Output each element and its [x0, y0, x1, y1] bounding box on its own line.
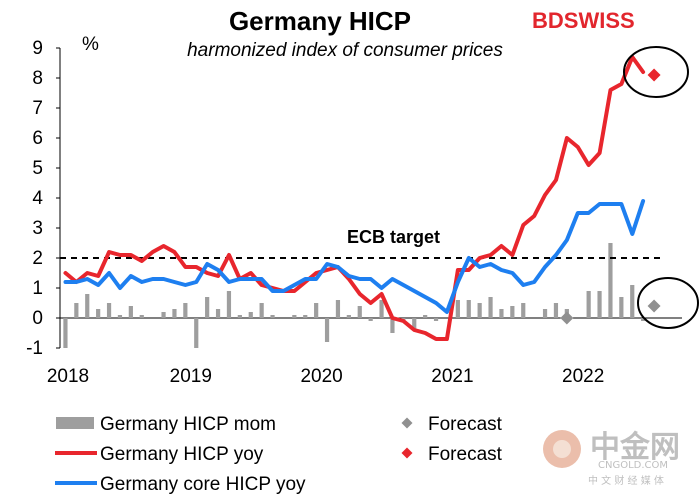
y-tick-label: 3: [32, 218, 43, 239]
legend: Germany HICP mom Germany HICP yoy Germany …: [55, 414, 503, 495]
bar-hicp-mom: [314, 303, 319, 318]
bar-hicp-mom: [390, 318, 395, 333]
cngold-watermark: 中金网 CNGOLD.COM 中 文 财 经 媒 体: [543, 430, 680, 487]
legend-label: Forecast: [428, 414, 503, 435]
x-tick-label: 2019: [170, 366, 212, 387]
bar-hicp-mom: [346, 315, 351, 318]
y-tick-label: 2: [32, 248, 43, 269]
bar-hicp-mom: [510, 306, 515, 318]
bar-hicp-mom: [412, 318, 417, 330]
bar-hicp-mom: [194, 318, 199, 348]
y-tick-label: 6: [32, 128, 43, 149]
bar-hicp-mom: [608, 243, 613, 318]
bar-hicp-mom: [542, 309, 548, 318]
x-tick-label: 2018: [47, 366, 89, 387]
bar-hicp-mom: [183, 303, 188, 318]
watermark-tagline: 中 文 财 经 媒 体: [588, 474, 664, 487]
plot-area: -1 0 1 2 3 4 5 6 7 8 9 2018 2019 2020 2021 2022: [26, 38, 682, 387]
line-hicp-yoy: [63, 55, 646, 341]
y-tick-label: 9: [32, 38, 43, 59]
highlight-circle-mom-forecast: [637, 277, 699, 329]
bdswiss-logo-swiss: SWISS: [564, 8, 635, 33]
svg-text:BDSWISS: BDSWISS: [532, 8, 635, 33]
bar-hicp-mom: [477, 303, 482, 318]
y-tick-label: 4: [32, 188, 43, 209]
bar-hicp-mom: [324, 318, 330, 342]
bar-hicp-mom: [85, 294, 90, 318]
chart-subtitle: harmonized index of consumer prices: [187, 40, 503, 61]
bar-hicp-mom: [586, 291, 591, 318]
watermark-chinese: 中金网: [590, 430, 680, 465]
bdswiss-logo: BDSWISS: [532, 8, 635, 33]
bar-hicp-mom: [553, 303, 559, 318]
bar-hicp-mom: [237, 315, 242, 318]
legend-label: Germany HICP mom: [100, 414, 276, 435]
bar-hicp-mom: [215, 309, 221, 318]
bar-hicp-mom: [641, 318, 646, 321]
legend-swatch-marker: [401, 417, 413, 429]
forecast-marker: [560, 311, 574, 325]
y-axis-unit-label: %: [82, 34, 99, 55]
legend-swatch-bar: [56, 417, 94, 429]
bar-hicp-mom: [248, 312, 253, 318]
bar-hicp-mom: [521, 303, 526, 318]
bar-hicp-mom: [499, 309, 504, 318]
bar-hicp-mom: [335, 300, 341, 318]
bar-hicp-mom: [205, 297, 210, 318]
legend-label: Germany HICP yoy: [100, 444, 264, 465]
legend-swatch-marker: [401, 447, 413, 459]
bar-hicp-mom: [379, 300, 384, 318]
bar-hicp-mom: [292, 315, 297, 318]
highlight-circle-yoy-forecast: [623, 46, 689, 98]
bar-hicp-mom: [466, 300, 471, 318]
bar-hicp-mom: [619, 297, 624, 318]
bar-hicp-mom: [226, 291, 232, 318]
ecb-target-annotation: ECB target: [347, 227, 440, 247]
y-tick-label: 8: [32, 68, 43, 89]
legend-label: Forecast: [428, 444, 503, 465]
bar-hicp-mom: [139, 315, 144, 318]
bar-hicp-mom: [270, 315, 275, 318]
bar-hicp-mom: [161, 312, 166, 318]
bar-hicp-mom: [357, 306, 362, 318]
bar-hicp-mom: [96, 309, 101, 318]
bar-hicp-mom: [128, 306, 133, 318]
bar-hicp-mom: [117, 315, 123, 318]
y-tick-label: -1: [26, 338, 43, 359]
bar-hicp-mom: [63, 318, 68, 348]
forecast-marker: [647, 68, 661, 82]
bar-hicp-mom: [303, 315, 308, 318]
y-tick-label: 5: [32, 158, 43, 179]
bar-hicp-mom: [259, 303, 264, 318]
bar-hicp-mom: [433, 318, 439, 321]
y-tick-label: 7: [32, 98, 43, 119]
bar-hicp-mom: [423, 315, 428, 318]
line-core-hicp-yoy: [63, 199, 646, 314]
x-tick-label: 2022: [562, 366, 604, 387]
y-tick-label: 0: [32, 308, 43, 329]
bar-hicp-mom: [172, 309, 177, 318]
y-tick-label: 1: [32, 278, 43, 299]
bar-hicp-mom: [74, 303, 79, 318]
bar-hicp-mom: [488, 297, 493, 318]
watermark-domain: CNGOLD.COM: [598, 460, 668, 471]
bar-hicp-mom: [630, 285, 635, 318]
x-tick-label: 2021: [431, 366, 473, 387]
forecast-marker: [647, 299, 661, 313]
bar-hicp-mom: [455, 300, 460, 318]
chart-title: Germany HICP: [229, 6, 411, 36]
cngold-logo-icon-inner: [553, 440, 571, 458]
bar-hicp-mom: [106, 303, 112, 318]
bar-hicp-mom: [597, 291, 602, 318]
bar-hicp-mom: [368, 318, 373, 321]
x-tick-label: 2020: [300, 366, 342, 387]
legend-label: Germany core HICP yoy: [100, 474, 306, 495]
bdswiss-logo-bd: BD: [532, 8, 564, 33]
